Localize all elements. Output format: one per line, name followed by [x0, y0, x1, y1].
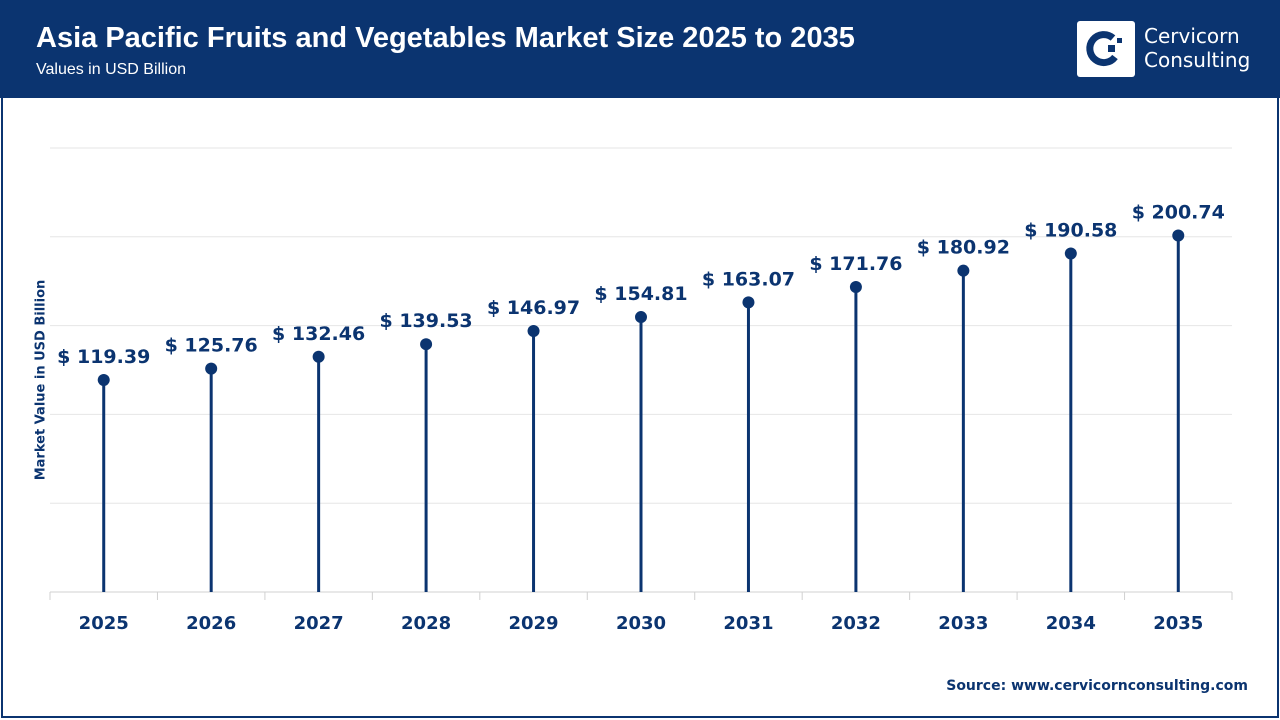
data-label: $ 132.46 [272, 323, 365, 345]
logo-text: Cervicorn Consulting [1144, 24, 1250, 72]
x-tick-label: 2029 [508, 613, 558, 634]
logo-line-2: Consulting [1144, 48, 1251, 72]
data-label: $ 119.39 [57, 346, 150, 368]
lollipop-point [312, 350, 325, 363]
lollipop-point [527, 324, 540, 337]
data-label: $ 200.74 [1132, 201, 1225, 223]
lollipop-point [957, 264, 970, 277]
x-tick-label: 2032 [831, 613, 881, 634]
lollipop-point [97, 373, 110, 386]
lollipop-point [420, 338, 433, 351]
logo-line-1: Cervicorn [1144, 24, 1240, 48]
lollipop-point [1172, 229, 1185, 242]
cervicorn-logo-icon [1077, 21, 1135, 77]
data-label: $ 154.81 [594, 283, 687, 305]
lollipop-point [1064, 247, 1077, 260]
data-label: $ 163.07 [702, 268, 795, 290]
data-label: $ 125.76 [165, 335, 258, 357]
x-tick-label: 2026 [186, 613, 236, 634]
lollipop-point [205, 362, 218, 375]
header-banner: Asia Pacific Fruits and Vegetables Marke… [0, 0, 1280, 98]
data-label: $ 190.58 [1024, 220, 1117, 242]
x-tick-label: 2028 [401, 613, 451, 634]
data-label: $ 139.53 [380, 310, 473, 332]
x-tick-label: 2035 [1153, 613, 1203, 634]
data-label: $ 171.76 [809, 253, 902, 275]
source-text: Source: www.cervicornconsulting.com [946, 678, 1248, 694]
x-tick-label: 2025 [79, 613, 129, 634]
x-tick-label: 2031 [723, 613, 773, 634]
chart-title: Asia Pacific Fruits and Vegetables Marke… [36, 22, 855, 54]
data-label: $ 146.97 [487, 297, 580, 319]
lollipop-point [742, 296, 755, 309]
lollipop-point [635, 311, 647, 324]
lollipop-point [849, 280, 862, 293]
x-tick-label: 2027 [294, 613, 344, 634]
x-tick-label: 2034 [1046, 613, 1096, 634]
x-tick-label: 2033 [938, 613, 988, 634]
chart-subtitle: Values in USD Billion [36, 61, 186, 78]
x-tick-label: 2030 [616, 613, 666, 634]
data-label: $ 180.92 [917, 237, 1010, 259]
